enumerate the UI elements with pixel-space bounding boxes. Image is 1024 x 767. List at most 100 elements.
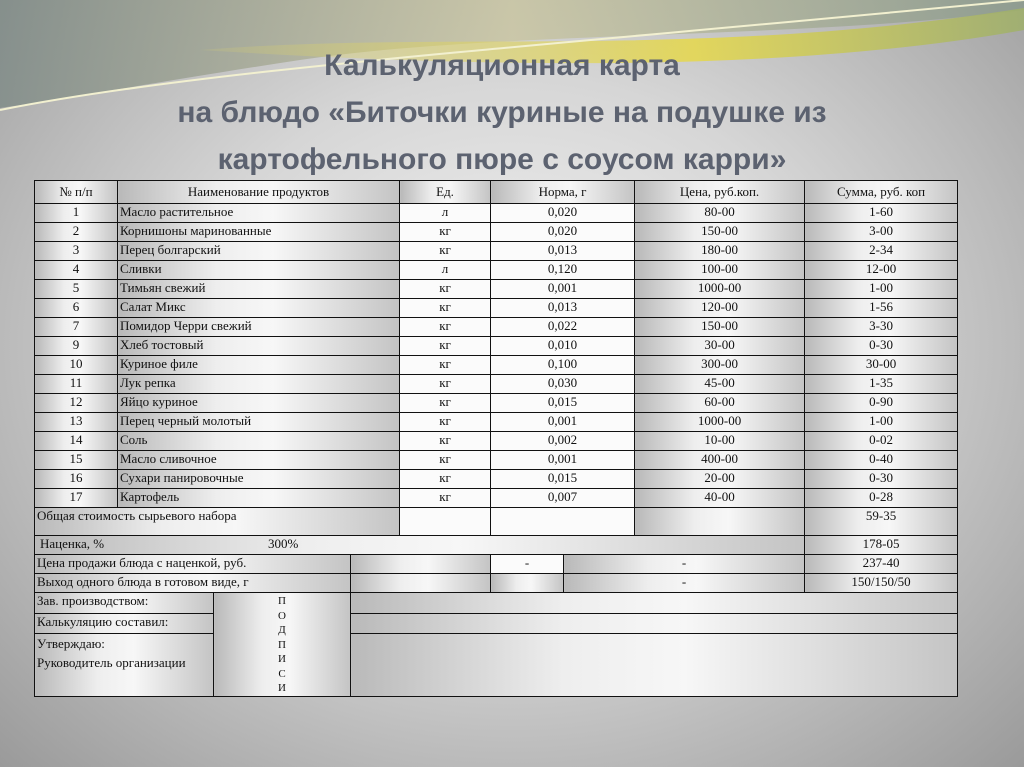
- cell-name: Картофель: [116, 488, 401, 508]
- cell-num: 6: [34, 298, 118, 318]
- header-row: № п/п Наименование продуктов Ед. Норма, …: [34, 180, 959, 204]
- table-row: 12 Яйцо куриное кг 0,015 60-00 0-90: [34, 393, 959, 413]
- cell-num: 12: [34, 393, 118, 413]
- cell-sum: 0-90: [804, 393, 959, 413]
- cell-name: Салат Микс: [116, 298, 401, 318]
- cell-sum: 30-00: [804, 355, 959, 375]
- cell-name: Масло растительное: [116, 203, 401, 223]
- cell-unit: кг: [399, 241, 492, 261]
- sale-price-label: Цена продажи блюда с наценкой, руб.: [34, 554, 351, 574]
- cell-name: Корнишоны маринованные: [116, 222, 401, 242]
- header-sum: Сумма, руб. коп: [804, 180, 959, 204]
- signature-letter: И: [278, 653, 286, 665]
- cell-norm: 0,022: [490, 317, 636, 337]
- cell-num: 3: [34, 241, 118, 261]
- table-row: 6 Салат Микс кг 0,013 120-00 1-56: [34, 298, 959, 318]
- cell-sum: 0-30: [804, 336, 959, 356]
- yield-label: Выход одного блюда в готовом виде, г: [34, 573, 351, 593]
- table-row: 14 Соль кг 0,002 10-00 0-02: [34, 431, 959, 451]
- cell-norm: 0,120: [490, 260, 636, 280]
- cell-price: 300-00: [634, 355, 806, 375]
- markup-cell: Наценка, % 300%: [33, 535, 806, 555]
- title-line-1: Калькуляционная карта: [324, 49, 680, 82]
- cell-norm: 0,015: [490, 469, 636, 489]
- signature-row-compiled: Калькуляцию составил:: [34, 612, 959, 635]
- cell-num: 13: [34, 412, 118, 432]
- cell-sum: 0-40: [804, 450, 959, 470]
- cell-name: Сухари панировочные: [116, 469, 401, 489]
- head-of-production-signature: [349, 592, 959, 614]
- compiled-by-signature: [349, 612, 959, 635]
- cell-unit: кг: [399, 222, 492, 242]
- cell-num: 15: [34, 450, 118, 470]
- cell-name: Тимьян свежий: [116, 279, 401, 299]
- signature-letter: О: [278, 609, 286, 622]
- total-empty-norm: [490, 507, 636, 536]
- cell-norm: 0,020: [490, 203, 636, 223]
- cell-norm: 0,015: [490, 393, 636, 413]
- cell-name: Перец черный молотый: [116, 412, 401, 432]
- table-row: 9 Хлеб тостовый кг 0,010 30-00 0-30: [34, 336, 959, 356]
- table-row: 5 Тимьян свежий кг 0,001 1000-00 1-00: [34, 279, 959, 299]
- cell-name: Куриное филе: [116, 355, 401, 375]
- cell-sum: 0-02: [804, 431, 959, 451]
- cell-unit: кг: [399, 317, 492, 337]
- total-empty-unit: [399, 507, 492, 536]
- cell-price: 1000-00: [634, 279, 806, 299]
- page-title: Калькуляционная карта на блюдо «Биточки …: [0, 42, 1004, 183]
- cell-norm: 0,010: [490, 336, 636, 356]
- cell-unit: л: [399, 203, 492, 223]
- cell-name: Масло сливочное: [116, 450, 401, 470]
- signature-letter: С: [278, 667, 286, 680]
- sale-price-dash-2: -: [563, 554, 806, 574]
- cell-name: Яйцо куриное: [116, 393, 401, 413]
- yield-row: Выход одного блюда в готовом виде, г - 1…: [34, 573, 959, 593]
- yield-empty-2: [490, 573, 565, 593]
- total-empty-price: [634, 507, 806, 536]
- cell-sum: 0-30: [804, 469, 959, 489]
- cell-unit: кг: [399, 488, 492, 508]
- markup-row: Наценка, % 300% 178-05: [33, 535, 959, 555]
- cell-unit: кг: [399, 393, 492, 413]
- approve-cell: Утверждаю: Руководитель организации: [34, 633, 214, 697]
- cell-sum: 3-00: [804, 222, 959, 242]
- signature-letter: П: [278, 638, 286, 651]
- yield-dash: -: [563, 573, 806, 593]
- cell-sum: 2-34: [804, 241, 959, 261]
- cell-name: Хлеб тостовый: [116, 336, 401, 356]
- markup-percent: 300%: [268, 536, 299, 552]
- cell-norm: 0,001: [490, 412, 636, 432]
- cell-unit: кг: [399, 469, 492, 489]
- table-row: 13 Перец черный молотый кг 0,001 1000-00 1-00: [34, 412, 959, 432]
- head-of-production-label: Зав. производством:: [34, 592, 214, 614]
- cell-price: 45-00: [634, 374, 806, 394]
- cell-unit: кг: [399, 412, 492, 432]
- signature-row-approve: Утверждаю: Руководитель организации: [34, 633, 959, 697]
- cell-norm: 0,002: [490, 431, 636, 451]
- cell-unit: кг: [399, 298, 492, 318]
- cell-price: 400-00: [634, 450, 806, 470]
- cell-unit: кг: [399, 355, 492, 375]
- cell-price: 10-00: [634, 431, 806, 451]
- cell-num: 17: [34, 488, 118, 508]
- cell-name: Лук репка: [116, 374, 401, 394]
- cell-name: Соль: [116, 431, 401, 451]
- cell-norm: 0,100: [490, 355, 636, 375]
- table-row: 4 Сливки л 0,120 100-00 12-00: [34, 260, 959, 280]
- cell-unit: кг: [399, 336, 492, 356]
- table-row: 7 Помидор Черри свежий кг 0,022 150-00 3-30: [34, 317, 959, 337]
- title-line-2: на блюдо «Биточки куриные на подушке из: [177, 96, 827, 129]
- cell-price: 180-00: [634, 241, 806, 261]
- total-row: Общая стоимость сырьевого набора 59-35: [33, 507, 959, 536]
- cell-sum: 1-35: [804, 374, 959, 394]
- signature-letter: П: [278, 595, 286, 607]
- cell-name: Сливки: [116, 260, 401, 280]
- header-norm: Норма, г: [490, 180, 636, 204]
- header-unit: Ед.: [399, 180, 492, 204]
- title-line-3: картофельного пюре с соусом карри»: [217, 143, 787, 176]
- yield-value: 150/150/50: [804, 573, 959, 593]
- sale-price-dash-1: -: [490, 554, 565, 574]
- cell-sum: 1-56: [804, 298, 959, 318]
